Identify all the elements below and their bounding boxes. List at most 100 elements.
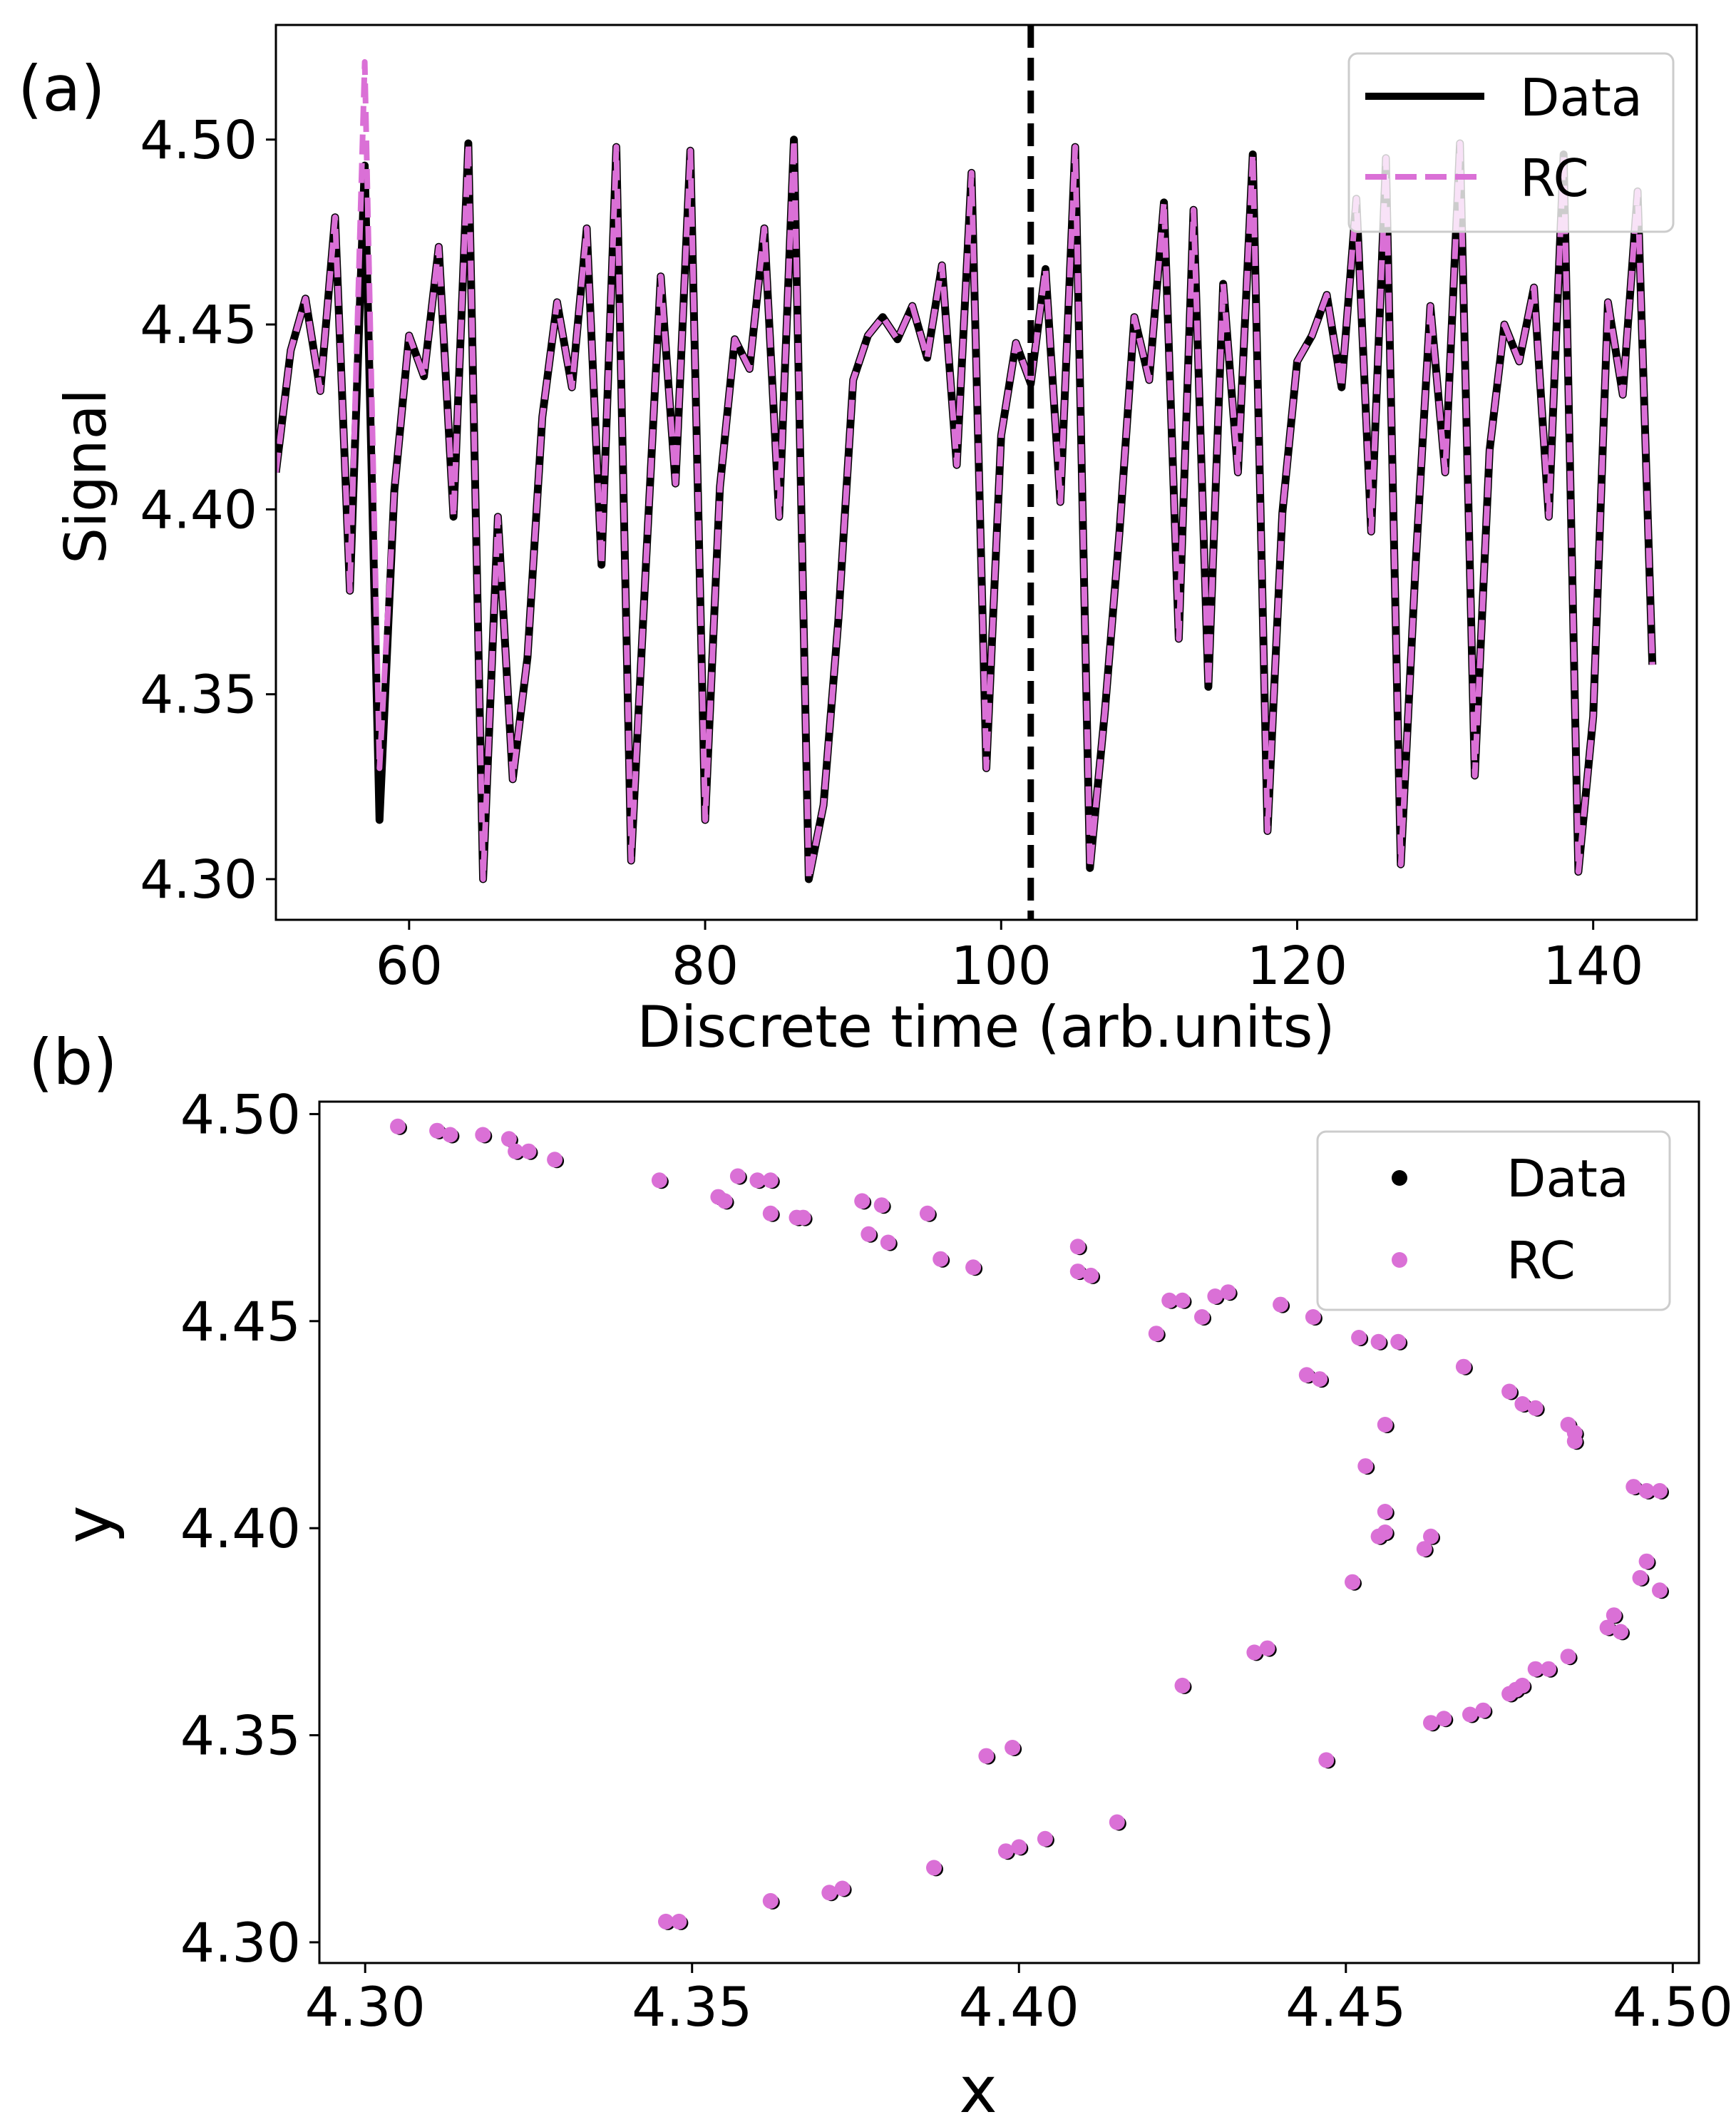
panel-b-rc-point — [834, 1880, 851, 1897]
panel-b-rc-point — [1560, 1649, 1576, 1665]
panel-b-rc-point — [1423, 1715, 1439, 1731]
panel-a-series-rc — [276, 58, 1655, 882]
panel-b-ytick-label: 4.40 — [180, 1497, 301, 1560]
panel-b-rc-point — [1527, 1661, 1544, 1677]
panel-b-rc-point — [1632, 1569, 1648, 1586]
panel-b-rc-point — [1148, 1326, 1164, 1342]
panel-b-rc-point — [1652, 1482, 1668, 1499]
panel-b-xtick-label: 4.40 — [959, 1975, 1079, 2039]
panel-a-plot-frame — [274, 24, 1698, 921]
panel-b-rc-point — [1357, 1458, 1374, 1475]
panel-b-rc-point — [880, 1234, 896, 1251]
panel-b-rc-point — [475, 1127, 491, 1143]
panel-b-rc-point — [1652, 1582, 1668, 1599]
panel-b-rc-point — [1541, 1661, 1557, 1677]
panel-b-rc-point — [933, 1251, 949, 1267]
panel-a-label: (a) — [18, 52, 106, 125]
panel-b-rc-point — [1069, 1264, 1086, 1280]
panel-a-xtick-label: 140 — [1543, 936, 1643, 997]
panel-b-rc-point — [1638, 1482, 1655, 1499]
panel-a-ytick-label: 4.30 — [140, 849, 257, 911]
panel-b-rc-point — [1312, 1371, 1328, 1388]
panel-b-rc-point — [1318, 1752, 1335, 1768]
panel-b-rc-point — [1246, 1644, 1263, 1661]
panel-b-rc-point — [1069, 1239, 1086, 1255]
panel-a-ytick-label: 4.35 — [140, 665, 257, 726]
panel-b-rc-point — [1161, 1292, 1178, 1308]
panel-b-rc-point — [1259, 1640, 1275, 1656]
panel-b-rc-point — [1455, 1358, 1472, 1375]
panel-b-rc-point — [1475, 1702, 1491, 1718]
panel-b-rc-point — [1174, 1292, 1191, 1308]
panel-b-ytick-label: 4.50 — [180, 1082, 301, 1146]
panel-b-legend-data-swatch — [1392, 1170, 1407, 1186]
panel-b-ylabel: y — [51, 1505, 126, 1543]
panel-b-label: (b) — [29, 1025, 118, 1099]
panel-a-legend-data-label: Data — [1520, 68, 1643, 128]
panel-b-xtick-label: 4.30 — [305, 1975, 426, 2039]
panel-b-rc-point — [762, 1205, 779, 1221]
panel-a-xtick-label: 80 — [672, 936, 739, 997]
panel-b-rc-point — [926, 1860, 942, 1876]
panel-a-legend: Data RC — [1347, 52, 1675, 233]
panel-a-xtick-label: 120 — [1247, 936, 1347, 997]
panel-b-rc-point — [1305, 1309, 1321, 1325]
panel-a-ytick-label: 4.40 — [140, 479, 257, 540]
panel-b-ytick-label: 4.45 — [180, 1290, 301, 1353]
panel-b-ytick-label: 4.35 — [180, 1704, 301, 1768]
panel-a-xlabel: Discrete time (arb.units) — [637, 994, 1335, 1060]
panel-b-rc-point — [547, 1152, 563, 1168]
panel-b-rc-point — [1174, 1677, 1191, 1693]
panel-b-rc-point — [442, 1127, 458, 1143]
panel-b-legend-data-label: Data — [1506, 1149, 1629, 1209]
panel-b-rc-point — [1462, 1706, 1478, 1723]
panel-b-rc-point — [1606, 1607, 1622, 1624]
panel-b-rc-point — [1005, 1740, 1021, 1755]
panel-b-rc-point — [762, 1892, 779, 1909]
panel-b-rc-point — [873, 1197, 890, 1214]
panel-b-rc-point — [429, 1122, 446, 1139]
panel-b-rc-point — [1416, 1541, 1432, 1557]
panel-b-rc-point — [1613, 1624, 1628, 1640]
panel-b-rc-point — [997, 1843, 1014, 1860]
panel-b-rc-point — [1638, 1553, 1655, 1569]
panel-a-xtick-label: 60 — [376, 936, 443, 997]
panel-b-rc-point — [1527, 1400, 1544, 1416]
panel-b-rc-point — [658, 1913, 674, 1929]
panel-a-chart: (a) 60 80 100 120 140 4.30 4.35 4.40 4.45 4.50 D… — [18, 24, 1698, 1060]
panel-b-rc-point — [1514, 1396, 1531, 1412]
panel-b-xtick-label: 4.45 — [1285, 1975, 1406, 2039]
panel-b-rc-point — [1370, 1333, 1387, 1350]
panel-a-xtick-label: 100 — [951, 936, 1052, 997]
panel-b-rc-point — [1566, 1433, 1583, 1450]
panel-b-rc-point — [1207, 1288, 1223, 1304]
panel-b-rc-point — [1298, 1367, 1315, 1383]
panel-b-legend: Data RC — [1316, 1130, 1671, 1311]
panel-b-rc-point — [1377, 1504, 1393, 1519]
panel-b-rc-point — [729, 1168, 746, 1184]
panel-a-legend-rc-label: RC — [1520, 148, 1589, 208]
panel-b-rc-point — [1377, 1524, 1393, 1540]
panel-b-rc-point — [1109, 1814, 1125, 1830]
panel-b-rc-point — [1083, 1267, 1099, 1283]
panel-a-ylabel: Signal — [53, 389, 119, 564]
panel-b-rc-point — [1390, 1333, 1407, 1350]
panel-b-rc-point — [500, 1131, 517, 1147]
panel-a-ytick-label: 4.45 — [140, 294, 257, 356]
panel-b-rc-point — [1194, 1309, 1210, 1325]
panel-b-rc-point — [1273, 1296, 1289, 1313]
panel-b-rc-point — [1625, 1479, 1642, 1495]
panel-b-rc-point — [1423, 1528, 1439, 1544]
panel-b-rc-point — [1508, 1681, 1524, 1698]
panel-b-legend-rc-label: RC — [1506, 1231, 1576, 1291]
panel-b-rc-point — [1501, 1383, 1518, 1400]
panel-b-rc-point — [1011, 1839, 1027, 1855]
panel-b-rc-point — [1351, 1330, 1367, 1346]
panel-b-chart: (b) 4.30 4.35 4.40 4.45 4.50 4.30 4.35 4.40 4.4… — [29, 1025, 1733, 2122]
panel-b-rc-point — [978, 1748, 995, 1764]
panel-b-rc-point — [749, 1172, 766, 1189]
panel-b-plot-frame — [318, 1100, 1700, 1964]
panel-b-rc-point — [1345, 1574, 1360, 1590]
panel-b-rc-point — [1599, 1619, 1616, 1636]
